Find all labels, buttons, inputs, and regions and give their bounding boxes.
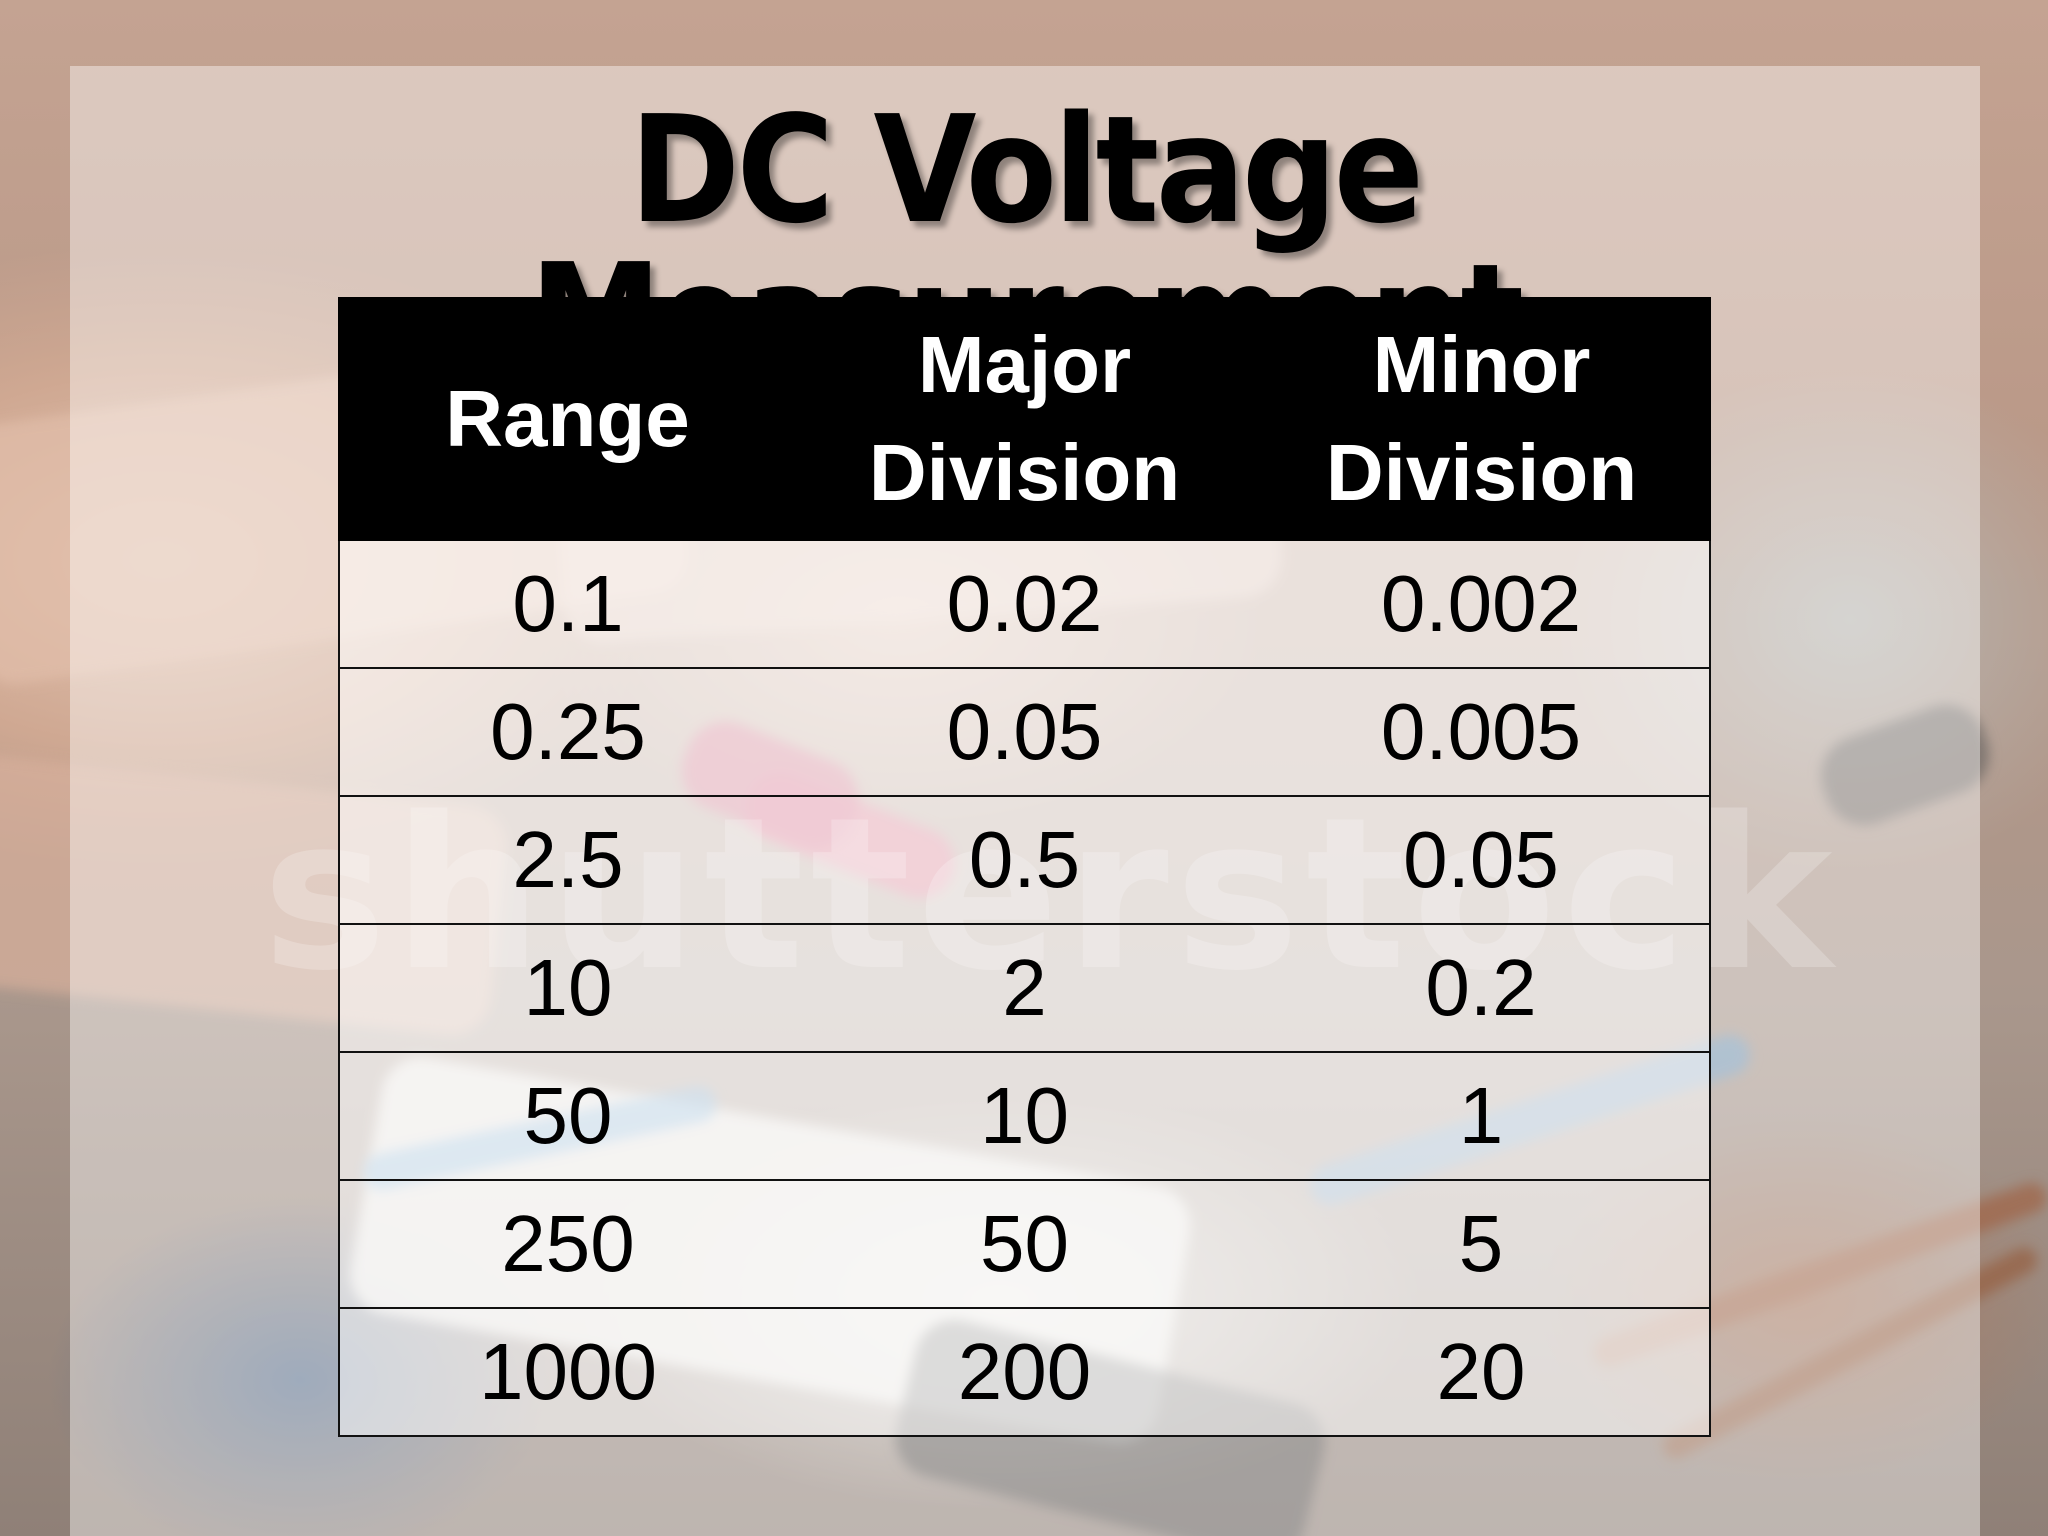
cell-major: 50: [796, 1179, 1253, 1309]
cell-major: 0.5: [796, 795, 1253, 925]
cell-range: 10: [338, 923, 796, 1053]
cell-range: 0.25: [338, 667, 796, 797]
cell-minor: 1: [1253, 1051, 1711, 1181]
table-header-row: Range Major Division Minor Division: [338, 297, 1711, 541]
table-row: 50 10 1: [338, 1051, 1711, 1181]
cell-minor: 0.05: [1253, 795, 1711, 925]
cell-major: 10: [796, 1051, 1253, 1181]
header-major-line2: Division: [868, 428, 1181, 517]
cell-range: 1000: [338, 1307, 796, 1437]
cell-range: 0.1: [338, 539, 796, 669]
cell-minor: 0.002: [1253, 539, 1711, 669]
cell-range: 2.5: [338, 795, 796, 925]
table-row: 0.1 0.02 0.002: [338, 539, 1711, 669]
cell-range: 250: [338, 1179, 796, 1309]
cell-minor: 0.2: [1253, 923, 1711, 1053]
cell-minor: 5: [1253, 1179, 1711, 1309]
table-row: 1000 200 20: [338, 1307, 1711, 1437]
cell-major: 2: [796, 923, 1253, 1053]
header-minor-line2: Division: [1325, 428, 1638, 517]
cell-minor: 20: [1253, 1307, 1711, 1437]
header-minor-division: Minor Division: [1252, 297, 1711, 541]
table-row: 10 2 0.2: [338, 923, 1711, 1053]
header-minor-line1: Minor: [1372, 320, 1591, 409]
header-major-line1: Major: [917, 320, 1132, 409]
header-major-division: Major Division: [795, 297, 1254, 541]
header-range: Range: [338, 297, 797, 541]
cell-major: 200: [796, 1307, 1253, 1437]
cell-minor: 0.005: [1253, 667, 1711, 797]
table-row: 2.5 0.5 0.05: [338, 795, 1711, 925]
cell-major: 0.05: [796, 667, 1253, 797]
voltage-division-table: Range Major Division Minor Division 0.1 …: [338, 297, 1711, 1437]
table-row: 0.25 0.05 0.005: [338, 667, 1711, 797]
header-range-label: Range: [445, 374, 690, 463]
cell-major: 0.02: [796, 539, 1253, 669]
table-row: 250 50 5: [338, 1179, 1711, 1309]
cell-range: 50: [338, 1051, 796, 1181]
